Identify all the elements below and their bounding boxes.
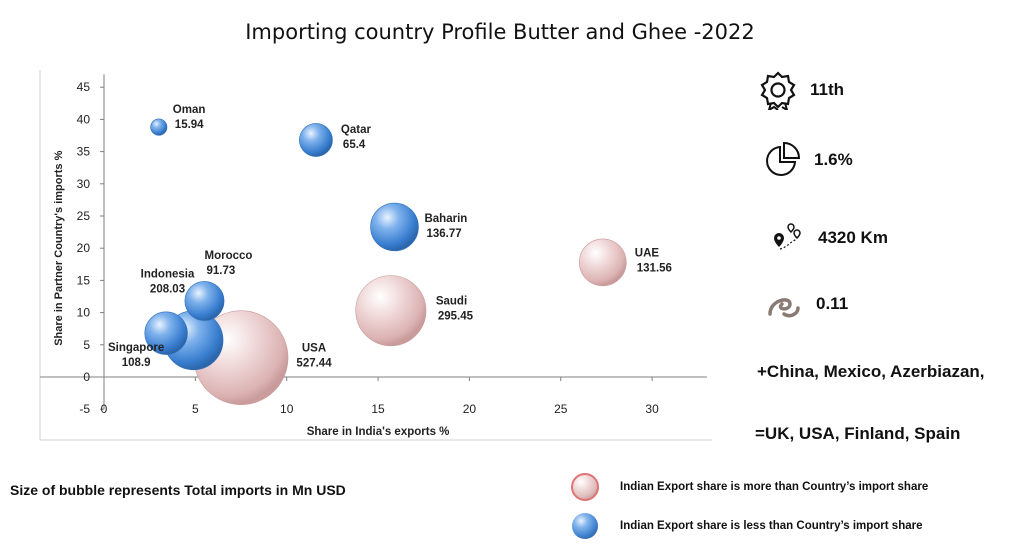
competitors-equal: =UK, USA, Finland, Spain [755, 424, 961, 443]
pink-bubble-icon [571, 473, 599, 501]
legend-label-blue: Indian Export share is less than Country… [620, 520, 923, 532]
rank-stat: 11th [758, 70, 844, 110]
x-tick-label: 25 [554, 402, 568, 416]
y-tick-label: 35 [77, 145, 91, 159]
y-tick-label: 20 [77, 241, 91, 255]
legend-label-pink: Indian Export share is more than Country… [620, 481, 929, 493]
x-tick-label: 20 [463, 402, 477, 416]
point-value-saudi: 295.45 [438, 311, 474, 323]
y-tick-label: 40 [77, 112, 91, 126]
point-label-saudi: Saudi [436, 296, 467, 308]
legend-item-blue: Indian Export share is less than Country… [568, 509, 922, 543]
point-value-singapore: 108.9 [122, 357, 151, 369]
rank-value: 11th [810, 80, 845, 99]
point-value-baharin: 136.77 [426, 228, 461, 240]
bubble-morocco [184, 281, 225, 321]
x-tick-label: 30 [645, 402, 659, 416]
point-value-qatar: 65.4 [343, 139, 366, 151]
award-badge-icon [760, 71, 796, 110]
y-tick-label: 25 [77, 209, 91, 223]
ratio-value: 0.11 [816, 294, 849, 313]
y-tick-label: -5 [79, 402, 90, 416]
y-tick-label: 45 [77, 80, 91, 94]
y-tick-label: 5 [83, 338, 90, 352]
y-tick-label: 30 [77, 177, 91, 191]
point-value-indonesia: 208.03 [150, 283, 185, 295]
y-axis-label: Share in Partner Country's imports % [53, 150, 65, 345]
bubble-chart: -5 0 5 10 15 20 25 30 35 40 45 0 5 10 15 20 25 30 Share in… [39, 70, 712, 441]
bubble-oman [150, 118, 168, 136]
point-label-usa: USA [302, 343, 326, 355]
distance-value: 4320 Km [818, 228, 888, 247]
point-label-indonesia: Indonesia [141, 268, 195, 280]
point-label-uae: UAE [635, 247, 660, 259]
y-tick-label: 0 [83, 370, 90, 384]
point-value-morocco: 91.73 [206, 265, 235, 277]
x-tick-label: 5 [192, 402, 199, 416]
x-tick-label: 0 [101, 402, 108, 416]
legend-item-pink: Indian Export share is more than Country… [568, 470, 928, 504]
curve-arrow-icon [768, 298, 800, 318]
share-value: 1.6% [814, 150, 853, 169]
competitors-plus: +China, Mexico, Azerbiazan, [757, 362, 985, 381]
bubble-uae [578, 238, 627, 287]
point-value-usa: 527.44 [296, 358, 332, 370]
ratio-stat: 0.11 [764, 284, 848, 324]
bubble-singapore [144, 311, 188, 355]
x-axis-label: Share in India's exports % [307, 426, 450, 438]
bubble-qatar [299, 123, 333, 157]
point-label-singapore: Singapore [108, 342, 164, 354]
bubble-size-note: Size of bubble represents Total imports … [10, 482, 346, 498]
pie-chart-icon [766, 141, 801, 176]
bubble-baharin [370, 202, 419, 252]
blue-bubble-icon [572, 513, 598, 539]
y-tick-label: 10 [77, 306, 91, 320]
distance-stat: 4320 Km [766, 218, 888, 258]
point-value-uae: 131.56 [637, 262, 672, 274]
map-pins-icon [774, 223, 801, 250]
x-tick-label: 15 [371, 402, 385, 416]
bubble-saudi [355, 275, 427, 347]
point-value-oman: 15.94 [175, 119, 204, 131]
y-tick-label: 15 [77, 273, 91, 287]
x-tick-label: 10 [280, 402, 294, 416]
chart-title: Importing country Profile Butter and Ghe… [245, 20, 755, 44]
point-label-morocco: Morocco [204, 250, 252, 262]
point-label-qatar: Qatar [341, 124, 372, 136]
share-stat: 1.6% [762, 140, 853, 180]
point-label-oman: Oman [173, 104, 206, 116]
point-label-baharin: Baharin [424, 213, 467, 225]
